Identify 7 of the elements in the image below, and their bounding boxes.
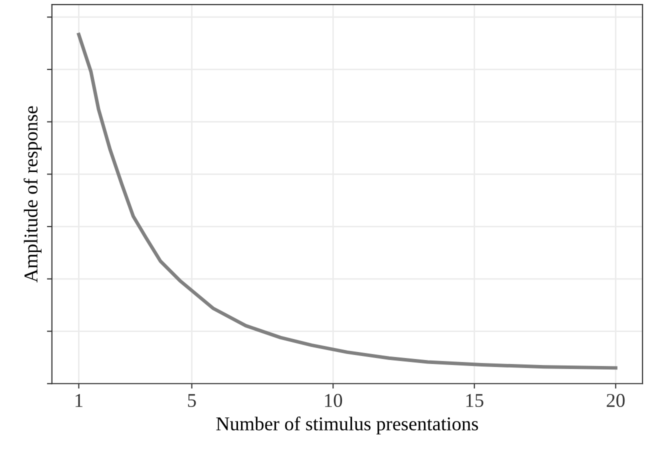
x-tick-label: 1 [76, 394, 82, 407]
x-tick-label: 20 [606, 394, 625, 408]
x-tick-label: 5 [188, 394, 196, 408]
x-tick-label: 15 [466, 394, 484, 408]
x-axis-title: Number of stimulus presentations [216, 416, 478, 434]
x-tick-label: 10 [325, 394, 342, 408]
y-axis-title: Amplitude of response [24, 106, 42, 282]
